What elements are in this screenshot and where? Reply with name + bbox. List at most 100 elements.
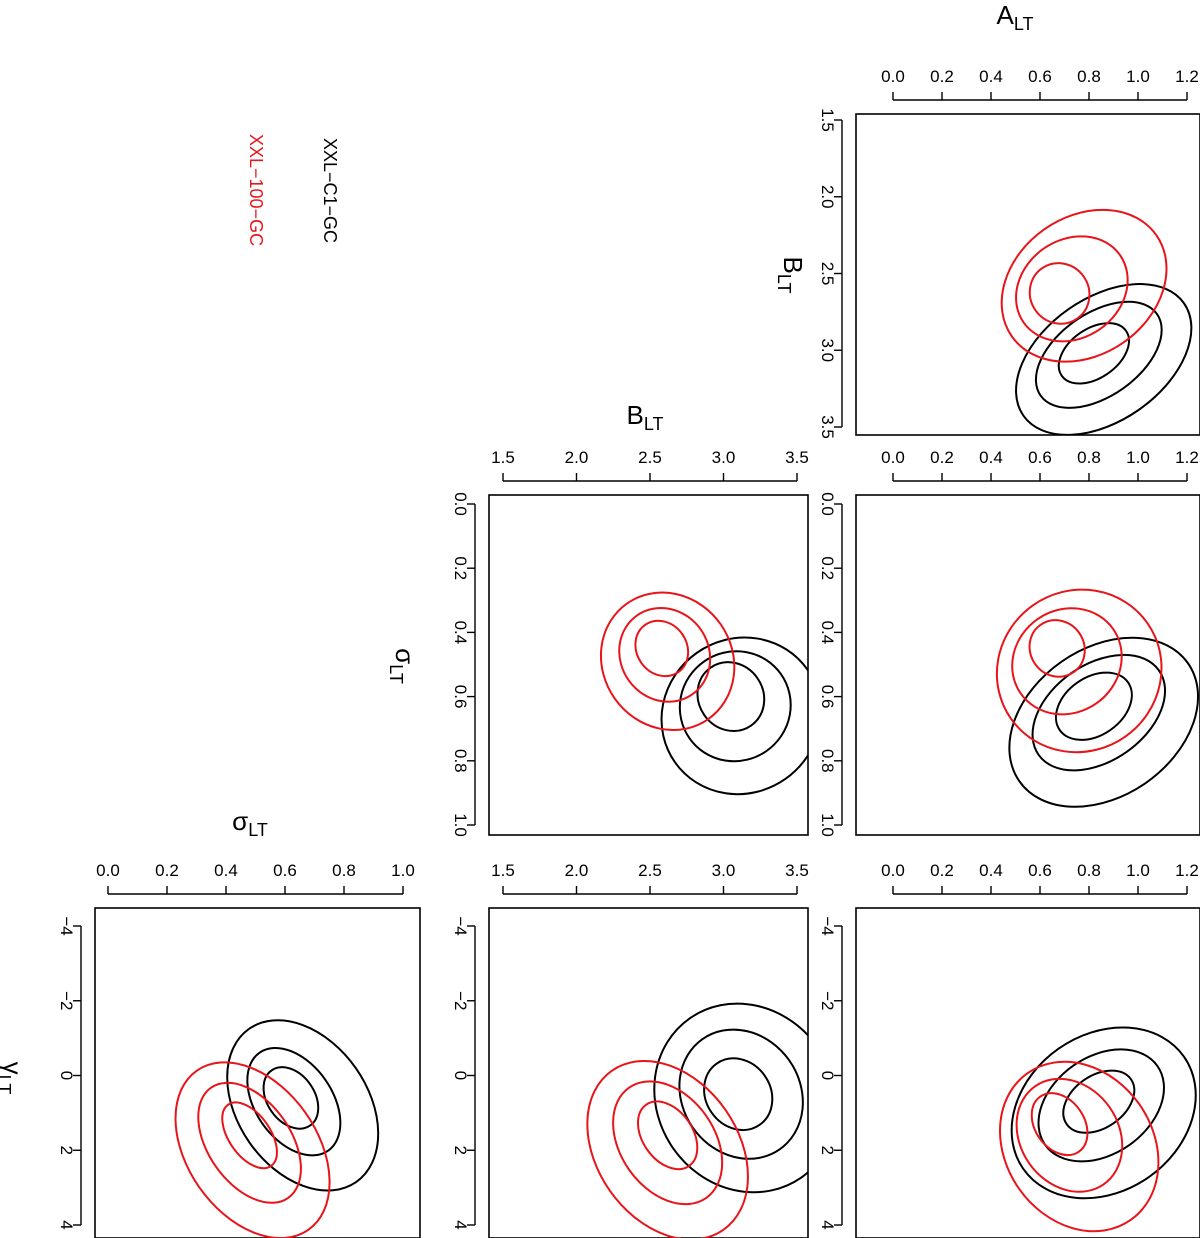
x-tick-label: 0.2 bbox=[930, 448, 954, 467]
x-tick-label: 2.5 bbox=[638, 861, 662, 880]
contour-red-3 bbox=[174, 1061, 331, 1238]
y-tick-label: −4 bbox=[57, 916, 76, 935]
contour-black-2 bbox=[678, 650, 792, 763]
y-tick-label: 0 bbox=[818, 1071, 837, 1080]
axis-title-B: BLT bbox=[626, 400, 663, 434]
panel-frame bbox=[855, 113, 1200, 436]
y-tick-label: 2 bbox=[57, 1146, 76, 1155]
y-tick-label: −2 bbox=[57, 991, 76, 1010]
panel-B-G: 1.5 2.0 2.5 3.0 3.5 −4 −2 0 2 4 bbox=[451, 861, 809, 1238]
contour-group bbox=[599, 591, 808, 796]
y-tick-label: 2.0 bbox=[818, 185, 837, 209]
x-tick-label: 1.0 bbox=[1126, 861, 1150, 880]
y-tick-label: 2 bbox=[451, 1146, 470, 1155]
y-tick-label: 0 bbox=[451, 1071, 470, 1080]
y-tick-label: 1.0 bbox=[818, 813, 837, 837]
y-tick-label: 4 bbox=[57, 1220, 76, 1229]
contour-red-3 bbox=[999, 1060, 1160, 1233]
contour-group bbox=[1000, 208, 1193, 435]
x-tick-label: 3.0 bbox=[712, 448, 736, 467]
x-tick-label: 3.0 bbox=[712, 861, 736, 880]
x-tick-label: 0.6 bbox=[1028, 448, 1052, 467]
contour-red-3 bbox=[586, 1059, 749, 1238]
panel-frame bbox=[855, 907, 1200, 1238]
contour-red-2 bbox=[1011, 607, 1123, 716]
y-tick-label: 2.5 bbox=[818, 262, 837, 286]
x-tick-label: 1.2 bbox=[1175, 67, 1199, 86]
x-tick-label: 0.8 bbox=[332, 861, 356, 880]
contour-black-2 bbox=[246, 1046, 342, 1157]
y-tick-label: 1.0 bbox=[451, 813, 470, 837]
x-tick-label: 0.2 bbox=[930, 861, 954, 880]
panel-A-B: 0.0 0.2 0.4 0.6 0.8 1.0 1.2 1.5 2.0 2.5 3.0 3.5 bbox=[818, 67, 1200, 439]
contour-group bbox=[586, 1002, 808, 1238]
contour-black-1 bbox=[696, 661, 766, 732]
y-tick-label: 0 bbox=[57, 1071, 76, 1080]
panel-S-G: 0.0 0.2 0.4 0.6 0.8 1.0 −4 −2 0 2 4 bbox=[57, 861, 421, 1238]
y-tick-label: 0.0 bbox=[818, 492, 837, 516]
contour-black-1 bbox=[262, 1066, 320, 1130]
contour-black-1 bbox=[1057, 322, 1130, 385]
contour-black-3 bbox=[1015, 283, 1193, 435]
axis-title-S: σLT bbox=[232, 806, 268, 840]
x-tick-label: 0.0 bbox=[881, 448, 905, 467]
axis-title-B: BLT bbox=[774, 256, 808, 293]
y-tick-label: 3.5 bbox=[818, 415, 837, 439]
y-tick-label: 0.4 bbox=[451, 621, 470, 645]
axis-titles: ALT BLT σLT BLT σLT γLT bbox=[0, 0, 1034, 1094]
x-tick-label: 0.6 bbox=[1028, 67, 1052, 86]
contour-red-2 bbox=[1015, 1077, 1124, 1193]
x-tick-label: 0.6 bbox=[273, 861, 297, 880]
y-tick-label: 0.8 bbox=[451, 749, 470, 773]
y-tick-label: 4 bbox=[451, 1220, 470, 1229]
x-tick-label: 0.8 bbox=[1077, 448, 1101, 467]
legend-entry-xxl-100-gc: XXL−100−GC bbox=[246, 134, 266, 246]
x-tick-label: 0.0 bbox=[881, 861, 905, 880]
contour-black-3 bbox=[653, 1002, 808, 1194]
contour-red-2 bbox=[618, 607, 712, 703]
legend-entry-xxl-c1-gc: XXL−C1−GC bbox=[320, 138, 340, 243]
y-tick-label: 0.6 bbox=[451, 685, 470, 709]
contour-black-2 bbox=[1037, 1048, 1165, 1163]
x-tick-label: 0.2 bbox=[930, 67, 954, 86]
contour-black-3 bbox=[1010, 1026, 1197, 1200]
legend: XXL−C1−GC XXL−100−GC bbox=[246, 134, 340, 246]
contour-red-1 bbox=[636, 1100, 699, 1171]
contour-red-2 bbox=[1015, 235, 1129, 343]
contour-red-1 bbox=[1028, 262, 1091, 325]
x-tick-label: 0.8 bbox=[1077, 67, 1101, 86]
panel-frame bbox=[488, 494, 809, 836]
y-tick-label: −4 bbox=[818, 916, 837, 935]
axis-title-S: σLT bbox=[386, 648, 420, 684]
contour-red-1 bbox=[634, 619, 690, 678]
x-tick-label: 3.5 bbox=[785, 448, 809, 467]
y-tick-label: 0.4 bbox=[818, 621, 837, 645]
contour-black-1 bbox=[1062, 1069, 1136, 1134]
x-tick-label: 0.4 bbox=[979, 448, 1003, 467]
panel-frame bbox=[488, 907, 809, 1238]
y-tick-label: −4 bbox=[451, 916, 470, 935]
contour-black-3 bbox=[226, 1019, 380, 1192]
contour-black-3 bbox=[1008, 636, 1200, 808]
x-tick-label: 0.2 bbox=[155, 861, 179, 880]
contour-group bbox=[995, 588, 1200, 808]
panel-A-S: 0.0 0.2 0.4 0.6 0.8 1.0 1.2 0.0 0.2 0.4 0.6 0.8 1.0 bbox=[818, 448, 1200, 837]
x-tick-label: 0.6 bbox=[1028, 861, 1052, 880]
x-tick-label: 1.2 bbox=[1175, 448, 1199, 467]
x-tick-label: 0.4 bbox=[979, 67, 1003, 86]
x-tick-label: 1.0 bbox=[1126, 67, 1150, 86]
x-tick-label: 0.4 bbox=[214, 861, 238, 880]
axis-title-A: ALT bbox=[996, 0, 1033, 34]
y-tick-label: −2 bbox=[451, 991, 470, 1010]
x-tick-label: 0.4 bbox=[979, 861, 1003, 880]
x-tick-label: 1.5 bbox=[491, 448, 515, 467]
x-tick-label: 1.2 bbox=[1175, 861, 1199, 880]
contour-red-2 bbox=[197, 1081, 302, 1204]
panel-B-S: 1.5 2.0 2.5 3.0 3.5 0.0 0.2 0.4 0.6 0.8 1.0 bbox=[451, 448, 809, 837]
panel-frame bbox=[94, 907, 421, 1238]
y-tick-label: 3.0 bbox=[818, 338, 837, 362]
y-tick-label: 2 bbox=[818, 1146, 837, 1155]
x-tick-label: 2.0 bbox=[565, 448, 589, 467]
contour-black-3 bbox=[660, 636, 808, 796]
